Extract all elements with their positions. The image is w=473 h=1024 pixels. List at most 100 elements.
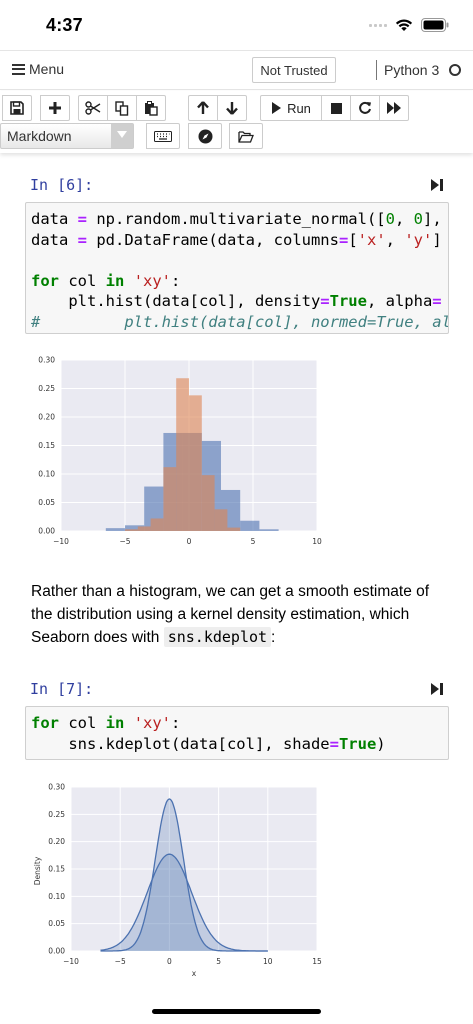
histogram-bar <box>176 378 189 531</box>
edit-group <box>78 95 166 121</box>
wifi-icon <box>395 19 413 31</box>
save-group <box>2 95 32 121</box>
copy-icon <box>115 100 129 116</box>
scissors-icon <box>85 101 101 115</box>
restart-run-all-button[interactable] <box>379 95 409 121</box>
move-group <box>188 95 247 121</box>
histogram-bar <box>201 475 215 531</box>
cell-type-value: Markdown <box>7 128 72 144</box>
widget-group <box>188 123 222 149</box>
keyboard-icon <box>154 130 172 142</box>
code-line: for col in 'xy': <box>31 714 181 732</box>
kde-chart: −10 −5 0 5 10 15 0.00 0.05 0.10 0.15 0.20 0.25 0.30 x… <box>33 783 322 979</box>
cell-prompt: In [7]: <box>30 680 94 698</box>
x-tick-label: 5 <box>216 957 221 966</box>
x-tick-label: −10 <box>63 957 79 966</box>
cell-type-select[interactable]: Markdown <box>0 123 134 149</box>
move-down-button[interactable] <box>217 95 247 121</box>
y-axis-label: Density <box>33 856 42 885</box>
markdown-cell: Rather than a histogram, we can get a sm… <box>31 580 451 649</box>
histogram-bar <box>125 529 138 531</box>
compass-button[interactable] <box>188 123 222 149</box>
kernel-idle-icon <box>449 64 462 76</box>
histogram-chart: −10 −5 0 5 10 0.00 0.05 0.10 0.15 0.20 0.25 0.30 <box>38 356 322 547</box>
x-axis-label: x <box>192 969 197 978</box>
floppy-disk-icon <box>10 101 24 115</box>
x-tick-label: 5 <box>251 537 256 546</box>
keyboard-group <box>146 123 180 149</box>
y-tick-label: 0.05 <box>38 498 55 507</box>
insert-group <box>40 95 70 121</box>
x-tick-label: −10 <box>53 537 69 546</box>
markdown-text-end: : <box>271 629 276 646</box>
histogram-bar <box>137 526 151 531</box>
y-tick-label: 0.30 <box>48 783 65 792</box>
play-icon <box>272 102 282 114</box>
markdown-text: Rather than a histogram, we can get a sm… <box>31 583 430 646</box>
move-up-button[interactable] <box>188 95 218 121</box>
y-tick-label: 0.05 <box>48 919 65 928</box>
status-bar: 4:37 <box>0 0 473 50</box>
inline-code: sns.kdeplot <box>163 627 272 647</box>
cellular-signal-icon <box>369 23 387 27</box>
command-palette-button[interactable] <box>146 123 180 149</box>
interrupt-button[interactable] <box>321 95 351 121</box>
run-button[interactable]: Run <box>260 95 322 121</box>
y-tick-label: 0.10 <box>38 470 55 479</box>
histogram-bar <box>163 467 177 531</box>
histogram-bar <box>189 395 202 531</box>
open-folder-button[interactable] <box>229 123 263 149</box>
save-button[interactable] <box>2 95 32 121</box>
x-tick-label: 10 <box>312 537 322 546</box>
cut-button[interactable] <box>78 95 108 121</box>
run-label: Run <box>287 100 311 116</box>
copy-button[interactable] <box>107 95 137 121</box>
x-tick-label: 0 <box>187 537 192 546</box>
histogram-bar <box>259 529 279 531</box>
stop-icon <box>330 102 342 114</box>
run-group: Run <box>260 95 409 121</box>
y-tick-label: 0.00 <box>38 527 55 536</box>
y-tick-label: 0.25 <box>38 384 55 393</box>
restart-icon <box>359 101 371 114</box>
kernel-indicator[interactable]: Python 3 <box>376 60 462 80</box>
y-tick-label: 0.15 <box>38 441 55 450</box>
step-cell-icon[interactable] <box>430 682 444 696</box>
code-cell-input[interactable]: data = np.random.multivariate_normal([0,… <box>25 202 449 334</box>
kde-area <box>100 799 268 951</box>
code-line: sns.kdeplot(data[col], shade=True) <box>31 734 386 753</box>
menu-button[interactable]: Menu <box>12 61 64 77</box>
paste-icon <box>145 100 158 116</box>
x-tick-label: 0 <box>167 957 172 966</box>
x-tick-label: −5 <box>115 957 126 966</box>
home-indicator[interactable] <box>152 1009 321 1014</box>
toolbar: Run Markdown <box>0 91 473 153</box>
step-cell-icon[interactable] <box>430 178 444 192</box>
y-tick-label: 0.15 <box>48 865 65 874</box>
open-group <box>229 123 263 149</box>
code-line: ​ <box>31 250 448 271</box>
chevron-down-icon <box>117 131 127 138</box>
histogram-bar <box>240 520 260 531</box>
battery-icon <box>421 18 449 32</box>
histogram-bar <box>150 518 164 531</box>
code-line: data = pd.DataFrame(data, columns=['x', … <box>31 230 442 249</box>
arrow-down-icon <box>226 102 238 115</box>
paste-button[interactable] <box>136 95 166 121</box>
histogram-bar <box>105 528 125 531</box>
y-tick-label: 0.25 <box>48 810 65 819</box>
kde-line <box>100 798 268 952</box>
hamburger-icon <box>12 63 25 75</box>
x-tick-label: −5 <box>119 537 130 546</box>
code-cell-input[interactable]: for col in 'xy': sns.kdeplot(data[col], … <box>25 706 449 760</box>
menu-label: Menu <box>29 61 65 77</box>
code-line: # plt.hist(data[col], normed=True, al <box>31 312 449 331</box>
restart-button[interactable] <box>350 95 380 121</box>
fast-forward-icon <box>387 102 401 114</box>
not-trusted-button[interactable]: Not Trusted <box>252 57 336 83</box>
code-line: plt.hist(data[col], density=True, alpha= <box>31 292 442 310</box>
insert-cell-button[interactable] <box>40 95 70 121</box>
y-tick-label: 0.10 <box>48 892 65 901</box>
y-tick-label: 0.20 <box>38 413 55 422</box>
x-tick-label: 10 <box>263 957 273 966</box>
